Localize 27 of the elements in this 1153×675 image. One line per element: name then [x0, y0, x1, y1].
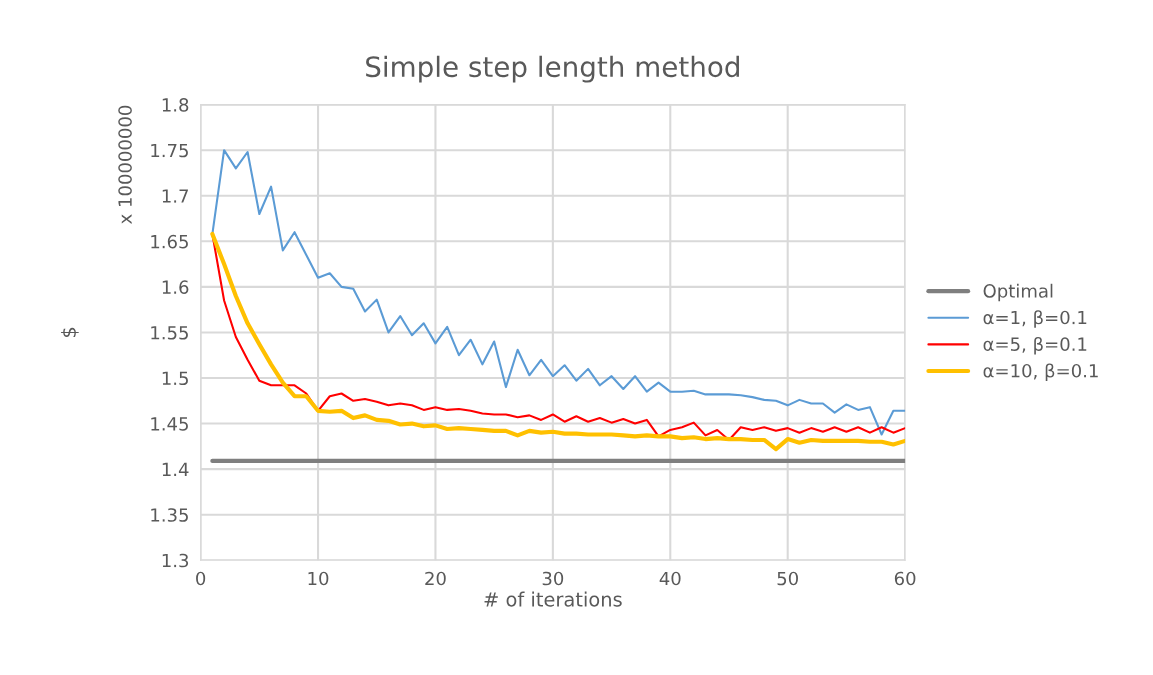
y-tick-label: 1.6	[162, 280, 189, 294]
y-tick-label: 1.4	[162, 462, 189, 476]
y-tick-label: 1.3	[162, 553, 189, 568]
x-tick-label: 50	[777, 571, 798, 586]
x-tick-label: 30	[542, 571, 564, 586]
y-tick-label: 1.45	[151, 417, 188, 431]
y-tick-label: 1.75	[151, 143, 188, 158]
legend-label: α=1, β=0.1	[983, 310, 1087, 328]
y-tick-label: 1.35	[151, 508, 188, 522]
legend-label: α=10, β=0.1	[983, 363, 1098, 382]
y-tick-label: 1.7	[162, 189, 188, 203]
line-series	[211, 149, 906, 436]
y-tick-label: 1.55	[151, 326, 188, 340]
y-tick-label: 1.65	[151, 234, 188, 249]
x-tick-label: 10	[308, 571, 329, 586]
text: x 100000000	[118, 105, 132, 224]
x-tick-label: 40	[659, 571, 681, 586]
x-tick-label: 60	[894, 571, 916, 586]
legend-label: Optimal	[983, 283, 1053, 302]
y-tick-label: 1.8	[162, 98, 189, 112]
x-tick-label: 0	[196, 571, 206, 586]
y-axis-title: $	[61, 327, 79, 338]
x-tick-label: 20	[425, 571, 446, 586]
x-axis-title: # of iterations	[484, 591, 622, 607]
legend-label: α=5, β=0.1	[983, 336, 1087, 355]
y-tick-label: 1.5	[162, 371, 188, 386]
chart-title: Simple step length method	[366, 55, 739, 83]
